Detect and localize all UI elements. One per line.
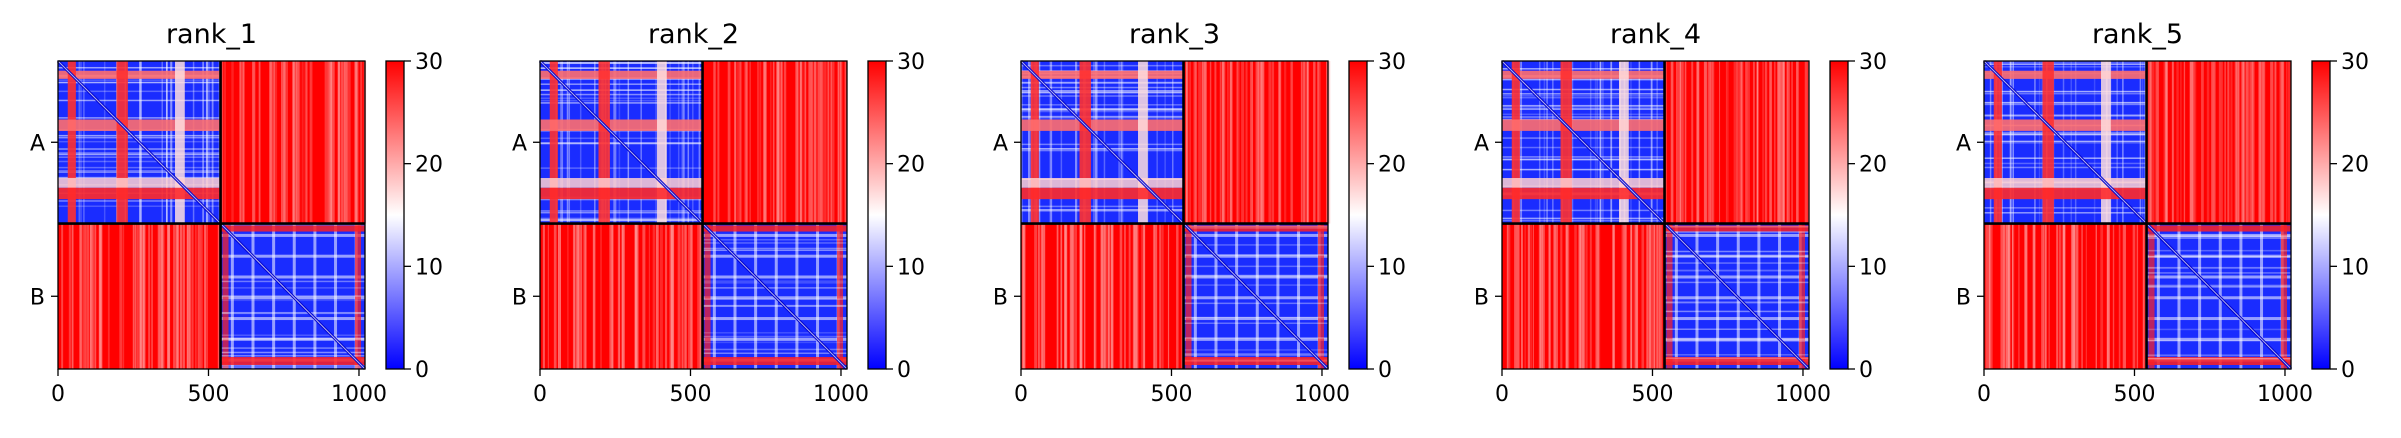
- colorbar-tick-label: 10: [1378, 255, 1406, 280]
- heatmap-frame: [1020, 60, 1329, 370]
- x-tick-label: 1000: [813, 382, 869, 407]
- interchain-stripes: [1506, 61, 1810, 369]
- chain-label: A: [1474, 131, 1489, 156]
- x-tick-label: 500: [669, 382, 711, 407]
- pae-panel: rank_3 A B 0 500 1000 0 10 20 30: [993, 19, 1406, 407]
- panel-title: rank_4: [1610, 19, 1701, 50]
- heatmap-frame: [1983, 60, 2292, 370]
- panel-title: rank_2: [648, 19, 739, 50]
- x-tick-label: 0: [1495, 382, 1509, 407]
- chain-label: A: [30, 131, 45, 156]
- x-tick-label: 500: [1631, 382, 1673, 407]
- x-tick-label: 0: [51, 382, 65, 407]
- x-tick-label: 0: [533, 382, 547, 407]
- x-tick-label: 1000: [1775, 382, 1831, 407]
- colorbar-tick-label: 20: [1378, 153, 1406, 178]
- pae-panel: rank_5 A B 0 500 1000 0 10 20 30: [1956, 19, 2369, 407]
- interchain-stripes: [542, 61, 848, 369]
- colorbar-tick-label: 10: [897, 255, 925, 280]
- colorbar-tick-label: 0: [1378, 358, 1392, 383]
- chain-label: B: [1474, 285, 1489, 310]
- x-tick-label: 500: [187, 382, 229, 407]
- chain-a-texture: [58, 61, 221, 224]
- x-tick-label: 0: [1977, 382, 1991, 407]
- colorbar-tick-label: 10: [2341, 255, 2369, 280]
- chain-b-texture: [1664, 223, 1809, 369]
- interchain-stripes: [61, 61, 367, 369]
- pae-panel: rank_1 A B 0 500 1000 0 10 20 30: [30, 19, 443, 407]
- chain-label: A: [993, 131, 1008, 156]
- panel-title: rank_1: [166, 19, 257, 50]
- colorbar: [1829, 60, 1849, 370]
- interchain-stripes: [1985, 61, 2291, 369]
- x-tick-label: 1000: [1294, 382, 1350, 407]
- chain-label: B: [512, 285, 527, 310]
- chain-label: B: [993, 285, 1008, 310]
- colorbar-tick-label: 20: [415, 153, 443, 178]
- colorbar-tick-label: 10: [415, 255, 443, 280]
- colorbar-tick-label: 0: [1859, 358, 1873, 383]
- colorbar: [1348, 60, 1368, 370]
- colorbar-tick-label: 0: [2341, 358, 2355, 383]
- x-tick-label: 500: [2113, 382, 2155, 407]
- chain-a-texture: [1502, 61, 1665, 224]
- colorbar-tick-label: 30: [1378, 50, 1406, 75]
- colorbar-tick-label: 20: [1859, 153, 1887, 178]
- heatmap-frame: [539, 60, 848, 370]
- heatmap-frame: [1501, 60, 1810, 370]
- colorbar-tick-label: 20: [2341, 153, 2369, 178]
- x-tick-label: 500: [1150, 382, 1192, 407]
- chain-a-texture: [1021, 61, 1184, 224]
- heatmap-frame: [57, 60, 366, 370]
- chain-label: A: [512, 131, 527, 156]
- colorbar-tick-label: 30: [2341, 50, 2369, 75]
- colorbar-tick-label: 10: [1859, 255, 1887, 280]
- pae-panel: rank_4 A B 0 500 1000 0 10 20 30: [1474, 19, 1887, 407]
- colorbar: [867, 60, 887, 370]
- colorbar-tick-label: 20: [897, 153, 925, 178]
- chain-a-texture: [540, 61, 704, 224]
- panel-title: rank_3: [1129, 19, 1220, 50]
- chain-label: B: [1956, 285, 1971, 310]
- colorbar-tick-label: 0: [897, 358, 911, 383]
- pae-panel: rank_2 A B 0 500 1000 0 10 20 30: [512, 19, 925, 407]
- colorbar-tick-label: 30: [1859, 50, 1887, 75]
- colorbar: [2311, 60, 2331, 370]
- chain-label: A: [1956, 131, 1971, 156]
- colorbar-tick-label: 30: [897, 50, 925, 75]
- chain-b-texture: [1183, 223, 1328, 369]
- chain-b-texture: [702, 223, 847, 371]
- panel-title: rank_5: [2092, 19, 2183, 50]
- chain-b-texture: [2146, 223, 2291, 369]
- colorbar-tick-label: 30: [415, 50, 443, 75]
- x-tick-label: 1000: [2257, 382, 2313, 407]
- x-tick-label: 1000: [331, 382, 387, 407]
- colorbar: [385, 60, 405, 370]
- colorbar-tick-label: 0: [415, 358, 429, 383]
- chain-label: B: [30, 285, 45, 310]
- x-tick-label: 0: [1014, 382, 1028, 407]
